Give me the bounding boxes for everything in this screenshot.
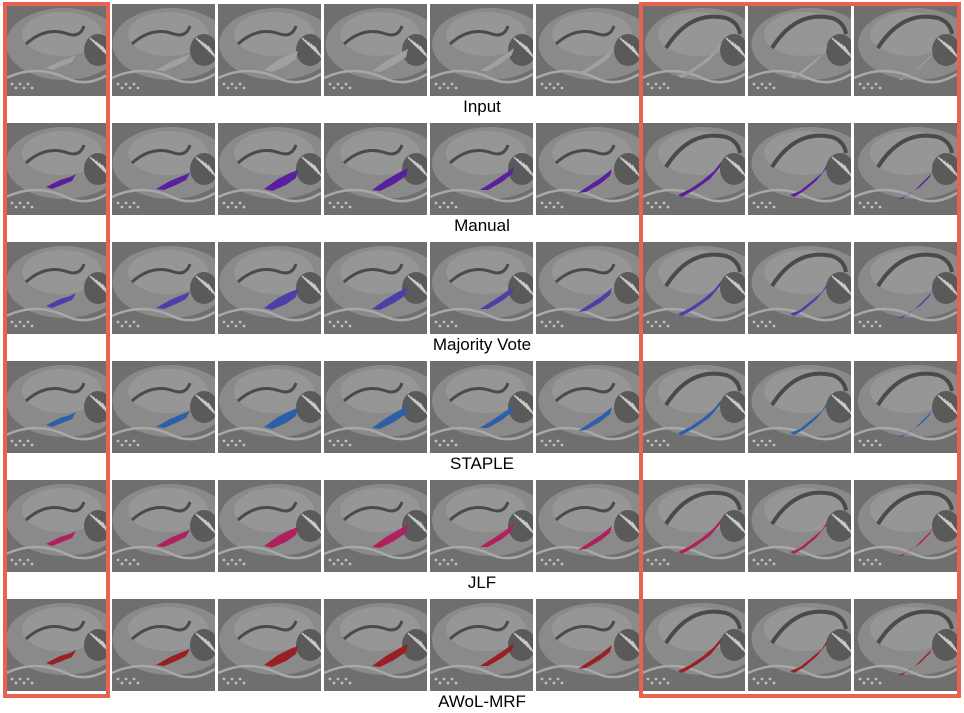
segmentation-overlay bbox=[264, 646, 298, 667]
mri-slice-tile bbox=[536, 361, 639, 453]
mri-slice-tile bbox=[324, 361, 427, 453]
mri-slice-tile bbox=[642, 480, 745, 572]
segmentation-overlay bbox=[156, 530, 190, 547]
segmentation-overlay bbox=[264, 170, 298, 191]
segmentation-overlay bbox=[372, 644, 408, 667]
mri-slice-tile bbox=[642, 4, 745, 96]
mri-slice-tile bbox=[642, 599, 745, 691]
mri-slice-tile bbox=[536, 480, 639, 572]
mri-slice-tile bbox=[642, 123, 745, 215]
mri-slice-tile bbox=[854, 123, 957, 215]
segmentation-overlay bbox=[790, 163, 828, 197]
segmentation-overlay bbox=[790, 520, 828, 554]
mri-slice-tile bbox=[748, 599, 851, 691]
mri-slice-tile bbox=[748, 361, 851, 453]
mri-slice-tile bbox=[642, 242, 745, 334]
segmentation-overlay bbox=[156, 649, 190, 666]
mri-slice-tile bbox=[748, 480, 851, 572]
mri-slice-tile bbox=[218, 4, 321, 96]
segmentation-overlay bbox=[678, 518, 722, 554]
mri-slice-tile bbox=[6, 123, 109, 215]
segmentation-overlay bbox=[46, 412, 76, 427]
row-label: AWoL-MRF bbox=[438, 692, 526, 711]
segmentation-overlay bbox=[790, 401, 828, 435]
segmentation-overlay bbox=[790, 282, 828, 316]
mri-slice-tile bbox=[112, 123, 215, 215]
segmentation-overlay bbox=[372, 168, 408, 191]
mri-slice-tile bbox=[324, 4, 427, 96]
segmentation-overlay bbox=[678, 161, 722, 197]
segmentation-overlay bbox=[264, 408, 298, 429]
row-label: JLF bbox=[467, 573, 497, 592]
mri-slice-tile bbox=[854, 242, 957, 334]
mri-slice-tile bbox=[112, 242, 215, 334]
segmentation-overlay bbox=[46, 650, 76, 665]
mri-slice-tile bbox=[430, 599, 533, 691]
segmentation-overlay bbox=[264, 527, 298, 548]
mri-slice-tile bbox=[748, 4, 851, 96]
mri-slice-tile bbox=[324, 123, 427, 215]
row-label: Input bbox=[463, 97, 501, 116]
segmentation-overlay bbox=[372, 287, 408, 310]
mri-slice-tile bbox=[748, 123, 851, 215]
mri-slice-tile bbox=[6, 242, 109, 334]
row-label: Majority Vote bbox=[432, 335, 532, 354]
mri-slice-tile bbox=[854, 4, 957, 96]
mri-slice-tile bbox=[854, 480, 957, 572]
segmentation-overlay bbox=[46, 293, 76, 308]
mri-slice-tile bbox=[6, 599, 109, 691]
segmentation-overlay bbox=[372, 406, 408, 429]
mri-slice-tile bbox=[536, 4, 639, 96]
highlight-box-right bbox=[639, 2, 961, 698]
segmentation-overlay bbox=[678, 280, 722, 316]
mri-slice-tile bbox=[218, 599, 321, 691]
segmentation-overlay bbox=[372, 525, 408, 548]
mri-slice-tile bbox=[854, 361, 957, 453]
mri-slice-tile bbox=[324, 242, 427, 334]
mri-slice-tile bbox=[112, 4, 215, 96]
segmentation-overlay bbox=[46, 174, 76, 189]
mri-slice-tile bbox=[854, 599, 957, 691]
mri-slice-tile bbox=[6, 361, 109, 453]
mri-slice-tile bbox=[218, 242, 321, 334]
mri-slice-tile bbox=[324, 599, 427, 691]
row-label: STAPLE bbox=[450, 454, 514, 473]
mri-slice-tile bbox=[112, 480, 215, 572]
mri-slice-tile bbox=[536, 123, 639, 215]
mri-slice-tile bbox=[536, 242, 639, 334]
segmentation-overlay bbox=[156, 173, 190, 190]
segmentation-overlay bbox=[264, 289, 298, 310]
mri-slice-tile bbox=[430, 361, 533, 453]
mri-slice-tile bbox=[430, 4, 533, 96]
mri-slice-tile bbox=[536, 599, 639, 691]
segmentation-overlay bbox=[790, 639, 828, 673]
segmentation-overlay bbox=[678, 637, 722, 673]
segmentation-overlay bbox=[156, 411, 190, 428]
row-label: Manual bbox=[454, 216, 510, 235]
mri-slice-tile bbox=[218, 123, 321, 215]
mri-slice-tile bbox=[430, 480, 533, 572]
highlight-box-left bbox=[3, 2, 110, 698]
segmentation-overlay bbox=[678, 399, 722, 435]
mri-slice-tile bbox=[112, 361, 215, 453]
mri-slice-tile bbox=[748, 242, 851, 334]
mri-slice-tile bbox=[430, 123, 533, 215]
mri-slice-tile bbox=[112, 599, 215, 691]
mri-slice-tile bbox=[6, 4, 109, 96]
mri-slice-tile bbox=[642, 361, 745, 453]
segmentation-overlay bbox=[156, 292, 190, 309]
mri-slice-tile bbox=[324, 480, 427, 572]
segmentation-overlay bbox=[46, 531, 76, 546]
mri-slice-tile bbox=[218, 480, 321, 572]
mri-slice-tile bbox=[218, 361, 321, 453]
mri-slice-tile bbox=[430, 242, 533, 334]
mri-slice-tile bbox=[6, 480, 109, 572]
